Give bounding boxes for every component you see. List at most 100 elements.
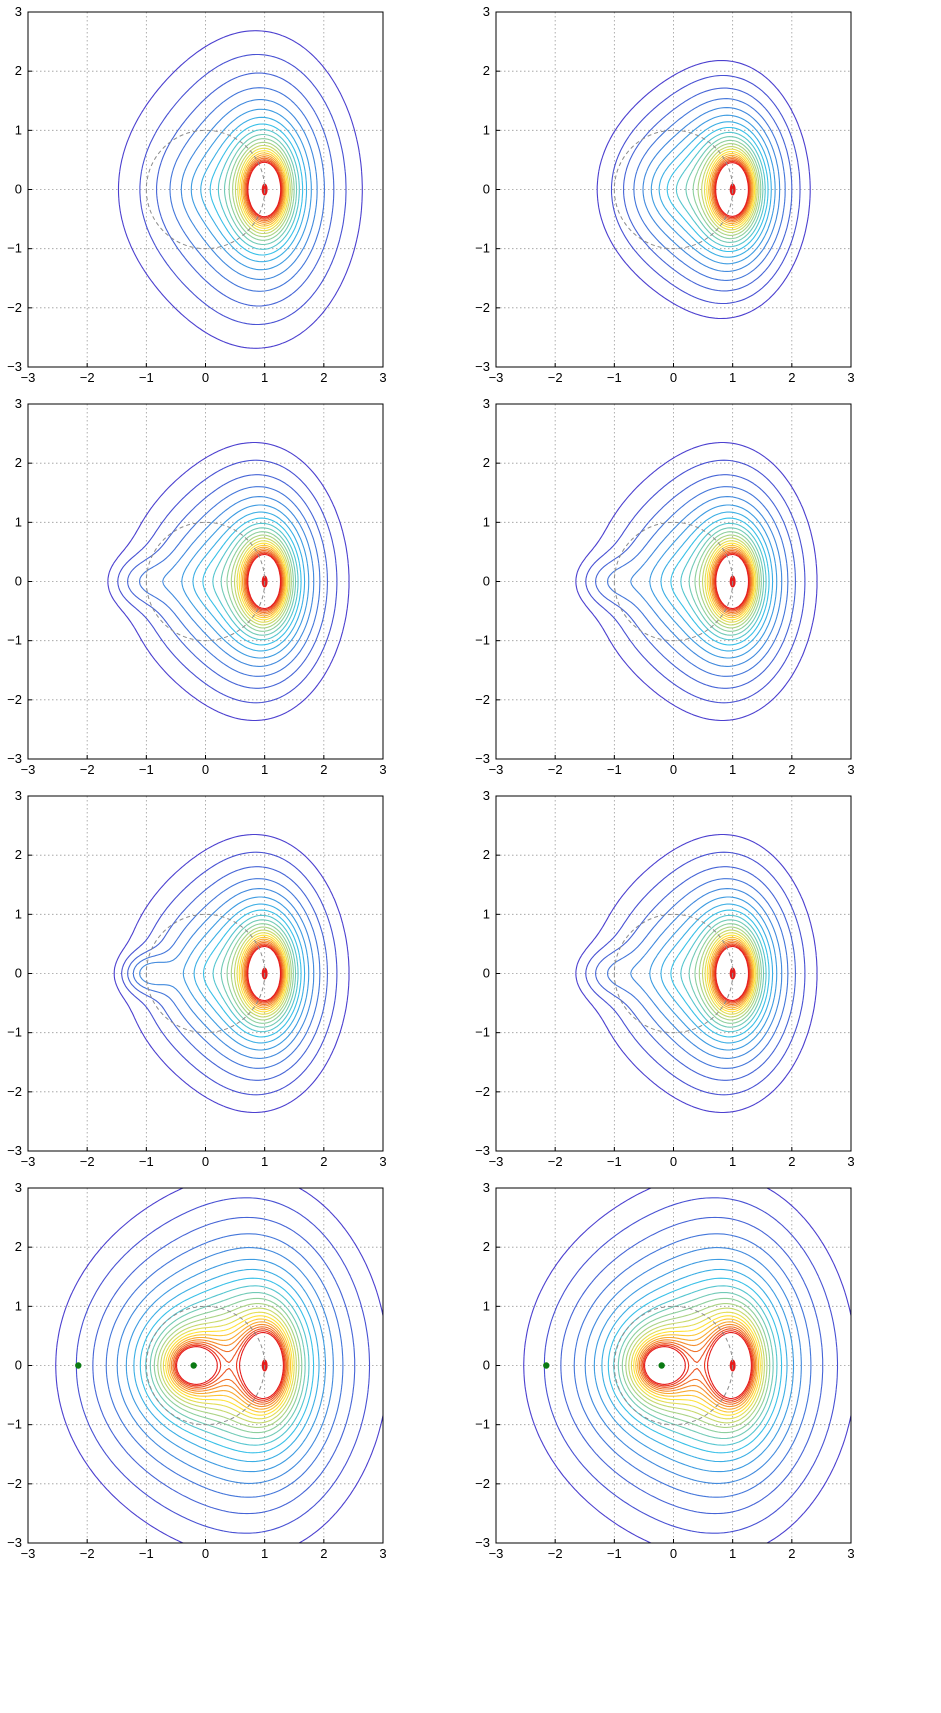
contour-line (139, 888, 315, 1059)
x-tick-label: −1 (139, 370, 154, 385)
contour-line (711, 548, 753, 615)
contour-line (243, 548, 285, 615)
contour-line (715, 553, 750, 610)
y-tick-label: 2 (15, 1239, 22, 1254)
contour-line (174, 1330, 285, 1401)
y-tick-label: 0 (483, 574, 490, 589)
x-tick-label: 3 (847, 370, 854, 385)
y-tick-label: 1 (483, 122, 490, 137)
x-tick-label: 1 (729, 1546, 736, 1561)
reference-circle (613, 913, 734, 1034)
contour-line (637, 1321, 758, 1410)
y-tick-label: 3 (483, 788, 490, 803)
contour-line (697, 143, 760, 236)
contour-line (247, 945, 282, 1002)
y-tick-label: −2 (475, 300, 490, 315)
contour-line (127, 866, 328, 1081)
y-tick-label: 0 (15, 1358, 22, 1373)
y-tick-label: 2 (483, 847, 490, 862)
contour-plot: −3 −2 −1 0 1 2 3 −3 −2 −1 0 1 2 3 (475, 788, 854, 1169)
contour-line (242, 154, 286, 225)
contour-line (711, 940, 753, 1007)
contour-line (585, 459, 806, 704)
contour-line (573, 1233, 812, 1498)
x-tick-label: 0 (202, 762, 209, 777)
y-tick-label: −1 (475, 633, 490, 648)
contour-line (701, 929, 759, 1018)
contour-line (239, 150, 288, 229)
y-tick-label: −2 (475, 692, 490, 707)
contour-line (688, 919, 765, 1028)
contour-line (601, 1268, 788, 1463)
contour-line (694, 531, 762, 632)
contour-panel-r3c2: −3 −2 −1 0 1 2 3 −3 −2 −1 0 1 2 3 (468, 788, 883, 1179)
contour-line (180, 99, 318, 280)
contour-line (167, 1318, 292, 1413)
y-tick-label: 1 (483, 906, 490, 921)
contour-line (715, 945, 750, 1002)
contour-line (660, 903, 774, 1044)
contour-line (595, 474, 796, 689)
x-tick-label: 0 (670, 1154, 677, 1169)
contour-line (650, 114, 776, 265)
contour-panel-r1c2: −3 −2 −1 0 1 2 3 −3 −2 −1 0 1 2 3 (468, 4, 883, 395)
contour-line (202, 909, 302, 1038)
contour-line (635, 1318, 760, 1413)
x-tick-label: −1 (139, 762, 154, 777)
contour-line (638, 1323, 757, 1408)
y-tick-label: −1 (475, 1025, 490, 1040)
contour-line (121, 851, 338, 1096)
y-tick-label: −2 (7, 1084, 22, 1099)
contour-line (694, 923, 762, 1024)
contour-line (607, 1277, 783, 1454)
y-tick-label: 0 (15, 966, 22, 981)
contour-line (670, 517, 770, 646)
x-tick-label: −2 (548, 1154, 563, 1169)
x-tick-label: 3 (847, 762, 854, 777)
contour-line (241, 938, 286, 1009)
x-tick-label: 3 (379, 370, 386, 385)
contour-line (246, 160, 282, 219)
x-tick-label: −2 (548, 762, 563, 777)
y-tick-label: 3 (483, 4, 490, 19)
contour-line (246, 944, 282, 1003)
y-tick-label: 3 (15, 4, 22, 19)
x-tick-label: 1 (261, 762, 268, 777)
y-tick-label: 2 (483, 63, 490, 78)
contour-line (709, 938, 754, 1009)
y-tick-label: 0 (15, 574, 22, 589)
y-tick-label: 0 (15, 182, 22, 197)
contour-line (220, 527, 297, 636)
contour-line (241, 546, 286, 617)
contour-line (680, 914, 767, 1033)
contour-line (117, 30, 363, 349)
x-tick-label: −1 (607, 370, 622, 385)
contour-line (190, 108, 312, 271)
contour-line (116, 1247, 334, 1484)
contour-plot: −3 −2 −1 0 1 2 3 −3 −2 −1 0 1 2 3 (475, 1180, 854, 1561)
contour-line (223, 133, 298, 246)
contour-line (666, 126, 769, 253)
y-tick-label: −3 (475, 359, 490, 374)
y-tick-label: 2 (483, 1239, 490, 1254)
contour-line (606, 878, 789, 1069)
contour-line (107, 441, 350, 722)
y-tick-label: 3 (15, 788, 22, 803)
contour-line (75, 1197, 371, 1534)
reference-circle (613, 1305, 734, 1426)
contour-line (157, 1303, 300, 1428)
contour-line (238, 934, 288, 1013)
x-tick-label: 0 (670, 370, 677, 385)
x-tick-label: 2 (788, 1546, 795, 1561)
y-tick-label: −1 (7, 241, 22, 256)
contour-line (175, 1331, 284, 1400)
contour-line (240, 152, 287, 227)
contour-line (596, 59, 811, 320)
contour-line (230, 534, 292, 629)
y-tick-label: −2 (475, 1084, 490, 1099)
contour-line (139, 1277, 315, 1454)
x-tick-label: −1 (139, 1546, 154, 1561)
contour-plot: −3 −2 −1 0 1 2 3 −3 −2 −1 0 1 2 3 (7, 1180, 386, 1561)
y-tick-label: 2 (483, 455, 490, 470)
contour-line (670, 909, 770, 1038)
